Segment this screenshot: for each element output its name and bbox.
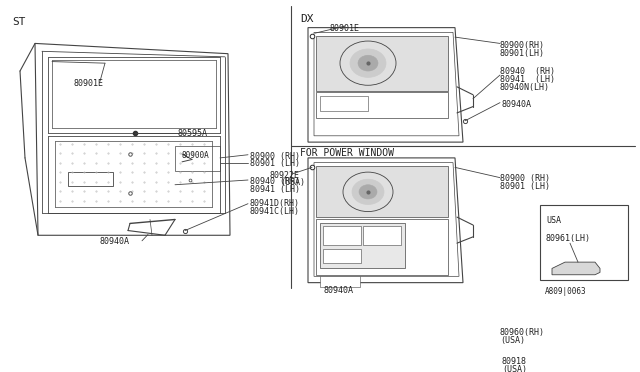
Text: (USA): (USA)	[280, 179, 305, 187]
Bar	[316, 166, 448, 217]
Text: 80940A: 80940A	[323, 286, 353, 295]
Bar	[320, 223, 405, 269]
Text: 80940A: 80940A	[100, 237, 130, 246]
Text: DX: DX	[300, 14, 314, 24]
Text: 80901(LH): 80901(LH)	[500, 49, 545, 58]
Text: (USA): (USA)	[502, 365, 527, 372]
Bar	[478, 330, 500, 341]
Text: 80941 (LH): 80941 (LH)	[250, 185, 300, 194]
Text: FOR POWER WINDOW: FOR POWER WINDOW	[300, 148, 394, 158]
Text: 80901 (LH): 80901 (LH)	[500, 182, 550, 190]
Polygon shape	[552, 262, 600, 275]
Bar	[320, 276, 360, 288]
Bar	[316, 92, 448, 118]
Text: 80922E: 80922E	[270, 170, 300, 180]
Text: 80940N(LH): 80940N(LH)	[500, 83, 550, 92]
Text: 80900 (RH): 80900 (RH)	[250, 151, 300, 161]
Bar	[540, 205, 628, 280]
Text: 80961(LH): 80961(LH)	[546, 234, 591, 243]
Text: ST: ST	[12, 17, 26, 28]
Text: 80901E: 80901E	[73, 79, 103, 88]
Bar	[175, 146, 220, 171]
Circle shape	[358, 55, 378, 71]
Bar	[316, 36, 448, 91]
Bar	[323, 249, 361, 263]
Circle shape	[359, 185, 377, 199]
Bar	[363, 226, 401, 245]
Bar	[316, 219, 448, 275]
Text: 80940A: 80940A	[502, 100, 532, 109]
Bar	[320, 96, 368, 111]
Circle shape	[350, 49, 386, 77]
Text: 80960(RH): 80960(RH)	[500, 328, 545, 337]
Text: 80901 (LH): 80901 (LH)	[250, 160, 300, 169]
Text: 80918: 80918	[502, 357, 527, 366]
Text: 80900 (RH): 80900 (RH)	[500, 174, 550, 183]
Text: 80900(RH): 80900(RH)	[500, 41, 545, 50]
Text: 80941D(RH): 80941D(RH)	[250, 199, 300, 208]
Text: (USA): (USA)	[500, 336, 525, 344]
Text: 80900A: 80900A	[182, 151, 210, 160]
Text: USA: USA	[546, 217, 561, 225]
Text: 80901E: 80901E	[330, 24, 360, 33]
Circle shape	[352, 179, 384, 205]
Bar	[323, 226, 361, 245]
Text: 80595A: 80595A	[178, 129, 208, 138]
Text: A809|0063: A809|0063	[545, 286, 587, 296]
Bar	[475, 328, 530, 345]
Text: 80941  (LH): 80941 (LH)	[500, 75, 555, 84]
Text: 80941C(LH): 80941C(LH)	[250, 207, 300, 216]
Bar	[68, 172, 113, 186]
Text: 80940  (RH): 80940 (RH)	[500, 67, 555, 76]
Text: 80940 (RH): 80940 (RH)	[250, 177, 300, 186]
